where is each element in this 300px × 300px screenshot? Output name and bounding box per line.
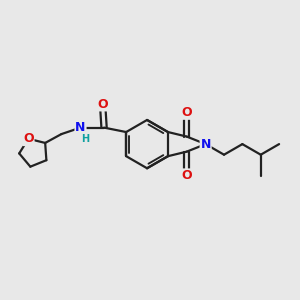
Text: O: O — [23, 132, 34, 145]
Text: O: O — [97, 98, 108, 111]
Text: O: O — [182, 169, 192, 182]
Text: N: N — [200, 138, 211, 151]
Text: N: N — [75, 121, 86, 134]
Text: O: O — [182, 106, 192, 119]
Text: H: H — [81, 134, 89, 144]
